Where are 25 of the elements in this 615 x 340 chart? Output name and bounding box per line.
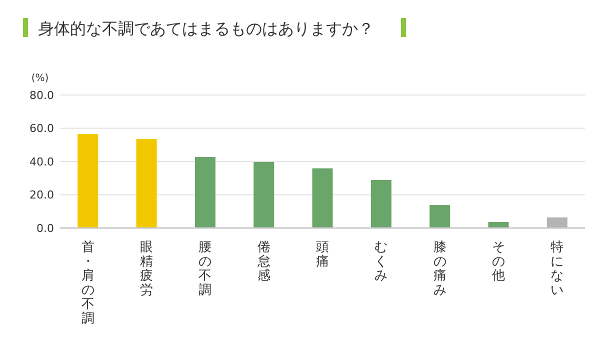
y-tick-label: 40.0 <box>30 155 54 168</box>
x-tick-label: 倦怠感 <box>256 240 270 284</box>
x-tick-label: 頭痛 <box>316 240 329 270</box>
x-tick-label: 膝の痛み <box>433 240 446 298</box>
x-tick-label: むくみ <box>374 240 388 284</box>
x-tick-label: 特にない <box>550 240 564 298</box>
x-tick-label: 眼精疲労 <box>140 240 154 298</box>
bar <box>78 134 98 228</box>
bar <box>488 222 509 228</box>
y-tick-label: 20.0 <box>30 188 54 202</box>
bar <box>370 180 392 228</box>
chart-title: 身体的な不調であてはまるものはありますか？ <box>38 19 374 38</box>
bar <box>136 139 157 228</box>
bar <box>312 168 333 228</box>
x-tick-label: 腰の不調 <box>198 240 212 298</box>
y-tick-label: 0.0 <box>36 222 54 235</box>
x-tick-label: 首・肩の不調 <box>81 240 94 326</box>
bar <box>546 217 568 228</box>
y-axis-title: (%) <box>31 73 49 84</box>
bar <box>194 157 216 228</box>
bar <box>254 162 274 228</box>
y-tick-label: 60.0 <box>30 122 54 136</box>
bar <box>430 205 450 228</box>
x-tick-label: その他 <box>492 240 505 284</box>
y-tick-label: 80.0 <box>30 88 54 102</box>
